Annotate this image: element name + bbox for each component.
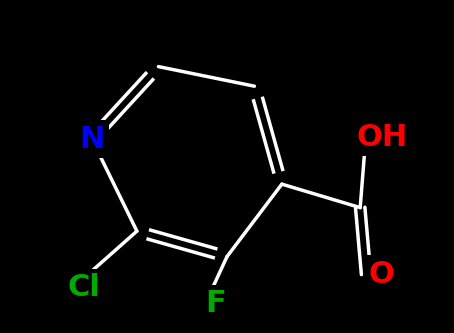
Text: OH: OH — [356, 123, 407, 152]
Text: O: O — [369, 260, 395, 289]
Text: F: F — [205, 289, 226, 318]
Text: N: N — [79, 125, 104, 154]
Text: Cl: Cl — [68, 273, 100, 302]
